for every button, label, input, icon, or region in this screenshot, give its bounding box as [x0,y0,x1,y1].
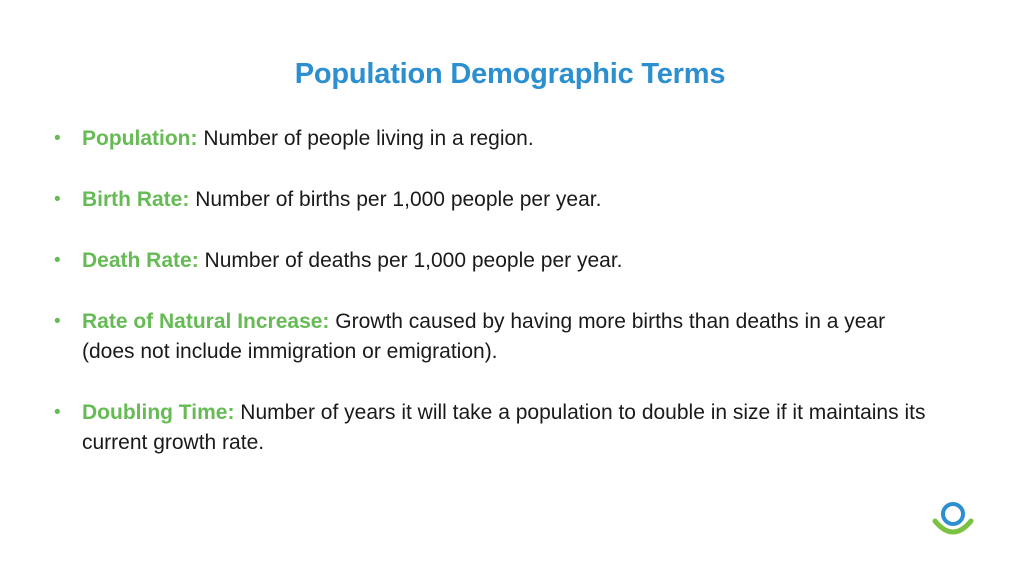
term-label: Death Rate: [82,249,199,272]
term-label: Birth Rate: [82,188,190,211]
logo-ring [941,502,965,526]
bullet-marker: • [54,250,61,271]
term-definition: Number of people living in a region. [203,127,534,150]
bullet-item-population: • Population: Number of people living in… [54,124,934,154]
term-label: Rate of Natural Increase: [82,310,330,333]
term-label: Doubling Time: [82,401,235,424]
bullet-item-rate-of-natural-increase: • Rate of Natural Increase: Growth cause… [54,307,934,367]
logo-arc [932,518,974,535]
bullet-item-doubling-time: • Doubling Time: Number of years it will… [54,398,934,458]
circle-with-arc-logo [932,502,974,535]
bullet-marker: • [54,311,61,332]
bullet-list: • Population: Number of people living in… [54,124,934,489]
bullet-marker: • [54,128,61,149]
term-definition: Growth caused by having more births than… [82,310,886,363]
bullet-marker: • [54,189,61,210]
bullet-item-birth-rate: • Birth Rate: Number of births per 1,000… [54,185,934,215]
term-definition: Number of births per 1,000 people per ye… [195,188,602,211]
bullet-marker: • [54,402,61,423]
term-definition: Number of deaths per 1,000 people per ye… [204,249,623,272]
slide-title: Population Demographic Terms [294,58,726,90]
term-definition: Number of years it will take a populatio… [82,401,926,454]
bullet-item-death-rate: • Death Rate: Number of deaths per 1,000… [54,246,934,276]
term-label: Population: [82,127,198,150]
